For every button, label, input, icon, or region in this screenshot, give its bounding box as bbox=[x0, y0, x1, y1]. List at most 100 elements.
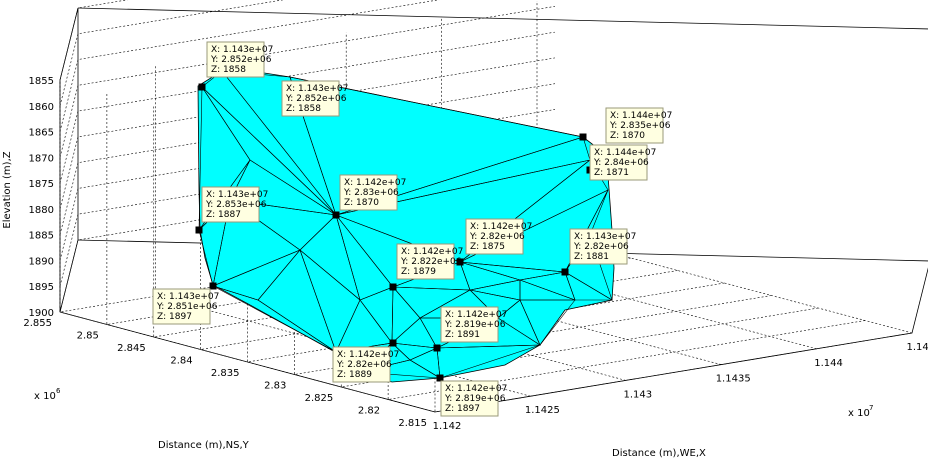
datatip-y-text: Y: 2.853e+06 bbox=[205, 200, 267, 210]
datatip: X: 1.142e+07Y: 2.83e+06Z: 1870 bbox=[332, 174, 406, 219]
datatip-y-text: Y: 2.852e+06 bbox=[285, 94, 347, 104]
y-axis-label: Distance (m),NS,Y bbox=[158, 440, 250, 451]
z-tick-label: 1870 bbox=[29, 153, 54, 164]
datatip-y-text: Y: 2.822e+06 bbox=[400, 257, 462, 267]
z-tick-label: 1865 bbox=[29, 128, 54, 139]
x-tick-label: 1.1435 bbox=[716, 374, 751, 385]
z-tick-label: 1880 bbox=[29, 205, 54, 216]
tick-labels: 1855 1860 1865 1870 1875 1880 1885 1890 1895 1900… bbox=[23, 76, 928, 432]
datatip-y-text: Y: 2.84e+06 bbox=[593, 158, 649, 168]
datatip-marker bbox=[389, 339, 397, 347]
z-tick-label: 1875 bbox=[29, 179, 54, 190]
datatip: X: 1.143e+07Y: 2.852e+06Z: 1858 bbox=[198, 41, 273, 91]
datatip-box bbox=[465, 218, 524, 255]
z-tick-label: 1855 bbox=[29, 76, 54, 87]
x-axis-label: Distance (m),WE,X bbox=[612, 448, 706, 459]
y-tick-label: 2.825 bbox=[305, 393, 334, 404]
x-tick-label: 1.1425 bbox=[525, 405, 560, 416]
y-tick-label: 2.83 bbox=[264, 381, 286, 392]
datatip-z-text: Z: 1871 bbox=[594, 168, 629, 178]
datatip-z-text: Z: 1870 bbox=[344, 198, 379, 208]
y-gridline bbox=[387, 167, 866, 400]
datatip-z-text: Z: 1891 bbox=[445, 330, 480, 340]
datatip-x-text: X: 1.143e+07 bbox=[206, 190, 268, 200]
datatip: X: 1.142e+07Y: 2.82e+06Z: 1875 bbox=[456, 218, 532, 266]
datatip-box bbox=[339, 174, 398, 211]
datatip-box bbox=[605, 107, 664, 144]
datatip-box bbox=[332, 346, 391, 383]
datatip-box bbox=[281, 80, 340, 117]
datatip-marker bbox=[332, 211, 340, 219]
y-tick-label: 2.84 bbox=[170, 356, 192, 367]
datatip-marker bbox=[195, 226, 203, 234]
datatip-z-text: Z: 1875 bbox=[470, 242, 505, 252]
datatip-marker bbox=[456, 258, 464, 266]
datatip-z-text: Z: 1887 bbox=[206, 210, 241, 220]
datatip-x-text: X: 1.143e+07 bbox=[157, 292, 219, 302]
datatip: X: 1.143e+07Y: 2.852e+06Z: 1858 bbox=[198, 80, 348, 117]
y-tick-label: 2.855 bbox=[23, 318, 52, 329]
datatip-x-text: X: 1.142e+07 bbox=[337, 350, 399, 360]
datatip: X: 1.144e+07Y: 2.835e+06Z: 1870 bbox=[579, 107, 672, 144]
datatip-marker bbox=[433, 344, 441, 352]
surface-fill bbox=[197, 70, 615, 383]
datatip-z-text: Z: 1870 bbox=[610, 131, 645, 141]
datatip-y-text: Y: 2.835e+06 bbox=[609, 121, 671, 131]
z-tick-label: 1900 bbox=[29, 308, 54, 319]
datatip: X: 1.143e+07Y: 2.853e+06Z: 1887 bbox=[195, 186, 268, 234]
datatip-x-text: X: 1.144e+07 bbox=[610, 111, 672, 121]
datatip-box bbox=[201, 186, 260, 223]
z-gridline bbox=[59, 0, 440, 132]
datatip-y-text: Y: 2.852e+06 bbox=[210, 55, 272, 65]
datatip-z-text: Z: 1858 bbox=[211, 65, 246, 75]
datatip-box bbox=[440, 380, 499, 417]
datatip-x-text: X: 1.143e+07 bbox=[574, 232, 636, 242]
triangulated-surface bbox=[197, 70, 615, 383]
y-tick-label: 2.835 bbox=[211, 368, 240, 379]
y-tick-label: 2.815 bbox=[398, 418, 427, 429]
datatip-y-text: Y: 2.851e+06 bbox=[156, 302, 218, 312]
datatip-x-text: X: 1.143e+07 bbox=[211, 45, 273, 55]
axis-labels: Elevation (m),Z Distance (m),NS,Y Distan… bbox=[2, 151, 873, 459]
datatip-x-text: X: 1.142e+07 bbox=[401, 247, 463, 257]
datatip-z-text: Z: 1897 bbox=[157, 312, 192, 322]
datatip: X: 1.142e+07Y: 2.819e+06Z: 1897 bbox=[436, 374, 507, 417]
y-gridline bbox=[294, 142, 772, 375]
y-gridline bbox=[340, 155, 819, 388]
datatip-x-text: X: 1.142e+07 bbox=[445, 384, 507, 394]
datatip-x-text: X: 1.142e+07 bbox=[344, 178, 406, 188]
datatip-marker bbox=[209, 282, 217, 290]
x-exponent-label: x 10 7 bbox=[848, 404, 873, 419]
y-exponent-label: x 10 6 bbox=[34, 387, 61, 402]
datatip: X: 1.143e+07Y: 2.82e+06Z: 1881 bbox=[561, 228, 636, 276]
z-gridline bbox=[59, 57, 556, 209]
datatip-x-text: X: 1.142e+07 bbox=[445, 310, 507, 320]
datatip: X: 1.143e+07Y: 2.851e+06Z: 1897 bbox=[152, 282, 219, 325]
datatip-z-text: Z: 1881 bbox=[574, 252, 609, 262]
z-tick-label: 1860 bbox=[29, 102, 54, 113]
y-tick-label: 2.85 bbox=[77, 331, 99, 342]
datatip-y-text: Y: 2.819e+06 bbox=[444, 394, 506, 404]
z-tick-label: 1885 bbox=[29, 231, 54, 242]
datatip-y-text: Y: 2.82e+06 bbox=[573, 242, 629, 252]
x-exponent-base: x 10 bbox=[848, 408, 870, 419]
datatip: X: 1.142e+07Y: 2.819e+06Z: 1891 bbox=[433, 306, 507, 352]
x-tick-label: 1.1445 bbox=[907, 342, 928, 353]
y-tick-label: 2.82 bbox=[358, 406, 380, 417]
datatip-x-text: X: 1.142e+07 bbox=[470, 222, 532, 232]
z-gridline bbox=[59, 0, 284, 106]
datatip-marker bbox=[561, 268, 569, 276]
datatip-box bbox=[152, 288, 211, 325]
z-tick-label: 1890 bbox=[29, 256, 54, 267]
datatip: X: 1.144e+07Y: 2.84e+06Z: 1871 bbox=[586, 144, 656, 181]
z-gridline bbox=[59, 6, 556, 158]
datatip-y-text: Y: 2.82e+06 bbox=[336, 360, 392, 370]
surface-edge bbox=[212, 285, 337, 353]
datatip-marker bbox=[389, 283, 397, 291]
datatip-box bbox=[396, 243, 455, 280]
left-wall-frame bbox=[59, 7, 79, 313]
datatip-x-text: X: 1.143e+07 bbox=[286, 84, 348, 94]
datatip-marker bbox=[198, 83, 206, 91]
